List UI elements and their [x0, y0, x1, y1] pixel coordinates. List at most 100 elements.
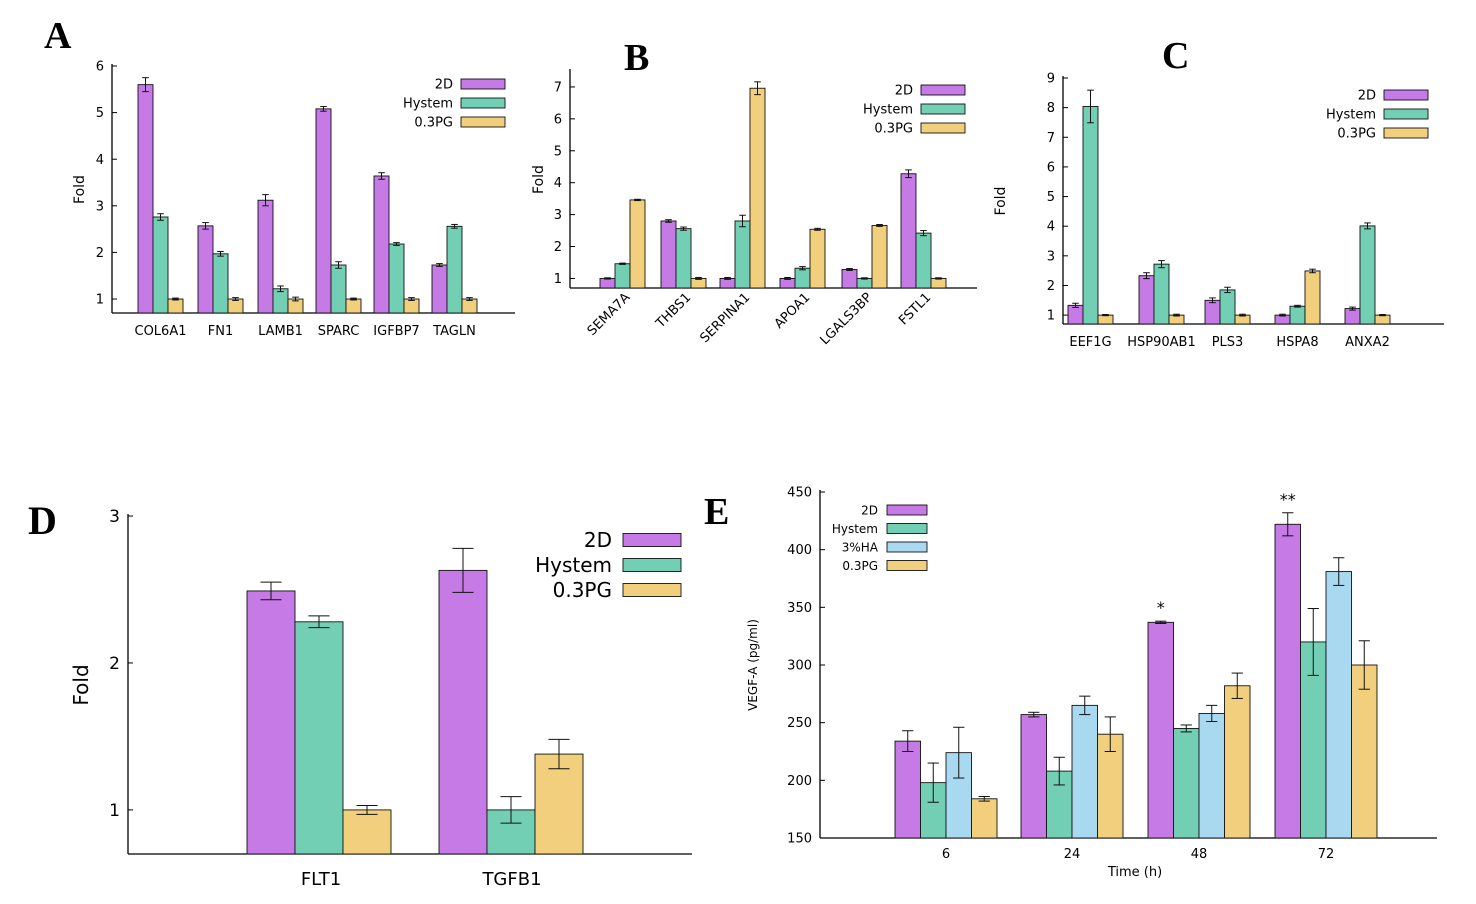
error-bar-2d-apoa1: [784, 276, 791, 280]
bar-0-3pg-col6a1: [167, 298, 184, 314]
bar-0-3pg-flt1: [342, 809, 392, 855]
bar-hystem-col6a1: [152, 216, 169, 314]
panel-label: A: [44, 15, 72, 57]
error-bar-2d-tagln: [436, 263, 443, 267]
legend-swatch-0-3pg: [886, 560, 928, 571]
x-axis-title: Time (h): [1107, 865, 1162, 880]
error-bar-2d-tgfb1: [452, 547, 474, 593]
legend-swatch-2d: [1383, 89, 1429, 101]
error-bar-0-3pg-lamb1: [292, 296, 299, 302]
bar-0-3pg-fstl1: [930, 277, 947, 289]
y-axis-title: Fold: [531, 165, 547, 194]
y-axis-title: Fold: [993, 187, 1009, 216]
error-bar-0-3pg-fn1: [232, 297, 239, 301]
bar-2d-sema7a: [599, 277, 616, 289]
x-tick-label: HSPA8: [1276, 335, 1318, 350]
bar-0-3pg-tagln: [461, 298, 478, 314]
error-bar-2d-thbs1: [665, 219, 672, 223]
x-tick-label: COL6A1: [135, 324, 187, 339]
x-tick-label: 24: [1064, 847, 1081, 862]
error-bar-0-3pg-eef1g: [1102, 314, 1109, 317]
error-bar-0-3pg-tgfb1: [548, 738, 570, 770]
x-tick-label: LAMB1: [258, 324, 303, 339]
chart-panel-e: E 150 200 250 300 350 400 450 VEGF-A (pg/ml) Time…: [704, 486, 1437, 880]
chart-panel-b: B 1 2 3 4 5 6 7 Fold SEMA7A THBS1 SERPINA1 APOA1 LGAL…: [531, 37, 977, 348]
error-bar-hystem-lgals3bp: [861, 277, 868, 280]
y-tick-label: 8: [1047, 101, 1055, 116]
legend-label-hystem: Hystem: [863, 103, 913, 118]
bar-2d-lamb1: [257, 199, 274, 314]
error-bar-0-3pg-sema7a: [634, 198, 641, 202]
bar-2d-hsp90ab1: [1138, 275, 1155, 325]
y-tick-label: 1: [96, 293, 104, 308]
error-bar-2d-eef1g: [1072, 302, 1079, 308]
bar-3-ha-72: [1325, 571, 1352, 839]
y-tick-label: 1: [109, 801, 120, 821]
error-bar-0-3pg-tagln: [466, 297, 473, 301]
bar-hystem-eef1g: [1082, 106, 1099, 325]
bar-hystem-lgals3bp: [856, 277, 873, 289]
error-bar-2d-hspa8: [1279, 313, 1286, 317]
bar-0-3pg-igfbp7: [403, 298, 420, 314]
error-bar-hystem-flt1: [308, 615, 330, 629]
bar-0-3pg-6: [971, 798, 998, 839]
legend-label-0-3pg: 0.3PG: [842, 559, 878, 573]
y-tick-label: 2: [96, 246, 104, 261]
error-bar-0-3pg-anxa2: [1379, 314, 1386, 317]
legend-label-2d: 2D: [584, 528, 612, 552]
error-bar-2d-pls3: [1209, 297, 1216, 304]
bar-3-ha-48: [1198, 712, 1225, 839]
error-bar-hystem-24: [1053, 756, 1065, 786]
y-axis-title: Fold: [72, 175, 88, 204]
bar-2d-48: [1147, 621, 1174, 839]
bar-hystem-igfbp7: [388, 243, 405, 314]
bar-2d-fstl1: [900, 173, 917, 289]
legend-label-0-3pg: 0.3PG: [1337, 127, 1376, 142]
y-tick-label: 250: [787, 716, 812, 731]
error-bar-0-3pg-flt1: [356, 805, 378, 815]
error-bar-0-3pg-24: [1104, 716, 1116, 752]
error-bar-0-3pg-apoa1: [814, 227, 821, 231]
y-tick-label: 450: [787, 486, 812, 501]
bar-0-3pg-anxa2: [1374, 314, 1391, 325]
legend-label-2d: 2D: [861, 503, 878, 517]
x-tick-label: 72: [1318, 847, 1335, 862]
error-bar-hystem-48: [1180, 724, 1192, 733]
bar-hystem-hspa8: [1289, 305, 1306, 325]
chart-panel-c: C 1 2 3 4 5 6 7 8 9 Fold EEF1G HSP90AB1 PLS3 HSPA8 ANXA…: [993, 35, 1444, 350]
error-bar-hystem-hspa8: [1294, 304, 1301, 308]
error-bar-hystem-sparc: [335, 261, 342, 269]
x-tick-label: LGALS3BP: [818, 290, 876, 348]
y-tick-label: 5: [1047, 190, 1055, 205]
error-bar-0-3pg-48: [1231, 672, 1243, 699]
bar-hystem-lamb1: [272, 288, 289, 314]
significance-marker: *: [1157, 598, 1165, 617]
significance-marker: **: [1280, 490, 1296, 509]
y-tick-label: 6: [554, 112, 562, 127]
y-tick-label: 350: [787, 601, 812, 616]
error-bar-hystem-thbs1: [680, 226, 687, 231]
bar-hystem-flt1: [294, 621, 344, 855]
error-bar-0-3pg-thbs1: [695, 276, 702, 280]
error-bar-0-3pg-72: [1358, 640, 1370, 690]
bar-0-3pg-eef1g: [1097, 314, 1114, 325]
legend-label-0-3pg: 0.3PG: [874, 122, 913, 137]
bar-2d-lgals3bp: [841, 269, 858, 289]
bar-hystem-apoa1: [794, 267, 811, 289]
error-bar-0-3pg-pls3: [1239, 313, 1246, 317]
y-axis-title: Fold: [69, 664, 93, 705]
bar-hystem-sema7a: [614, 263, 631, 289]
legend-label-0-3pg: 0.3PG: [553, 578, 612, 602]
error-bar-0-3pg-igfbp7: [408, 297, 415, 301]
error-bar-2d-anxa2: [1349, 306, 1356, 311]
y-tick-label: 4: [96, 153, 104, 168]
panel-label: C: [1162, 35, 1189, 77]
error-bar-hystem-apoa1: [799, 266, 806, 271]
error-bar-3-ha-72: [1333, 557, 1345, 586]
legend-swatch-hystem: [1383, 108, 1429, 120]
bar-2d-24: [1020, 714, 1047, 839]
x-tick-label: 6: [942, 847, 950, 862]
